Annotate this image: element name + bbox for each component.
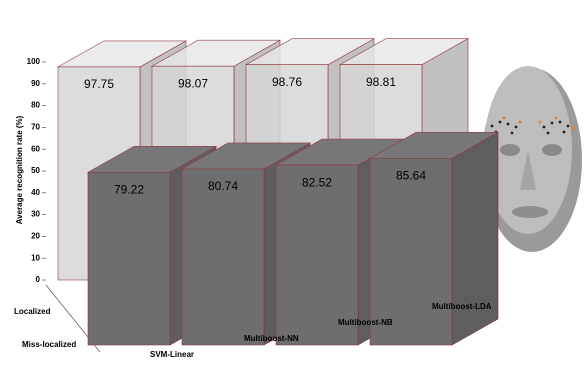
x-tick-label: SVM-Linear <box>150 350 194 359</box>
x-tick-label: Multiboost-NN <box>244 334 299 343</box>
y-tick-label: 100 <box>27 57 41 66</box>
value-label: 97.75 <box>84 77 114 91</box>
value-label: 98.76 <box>272 75 302 89</box>
x-tick-label: Multiboost-NB <box>338 318 393 327</box>
y-tick-label: 70 <box>31 123 40 132</box>
y-tick-label: 20 <box>31 232 40 241</box>
value-label: 79.22 <box>114 182 144 196</box>
y-tick-label: 10 <box>31 253 40 262</box>
bar <box>87 172 171 346</box>
bar-side <box>451 131 499 346</box>
bar <box>181 168 265 346</box>
bar <box>275 164 359 346</box>
y-tick-label: 90 <box>31 79 40 88</box>
y-tick-label: 80 <box>31 101 40 110</box>
y-tick-label: 0 <box>36 275 41 284</box>
y-tick-label: 40 <box>31 188 40 197</box>
value-label: 85.64 <box>396 168 426 182</box>
series-label: Miss-localized <box>22 340 76 349</box>
bar <box>369 158 453 346</box>
face <box>482 66 582 252</box>
series-label: Localized <box>14 307 51 316</box>
value-label: 82.52 <box>302 175 332 189</box>
y-axis-label: Average recognition rate (%) <box>15 115 24 224</box>
x-tick-label: Multiboost-LDA <box>432 302 492 311</box>
y-tick-label: 50 <box>31 166 40 175</box>
y-tick-label: 30 <box>31 210 40 219</box>
value-label: 98.07 <box>178 76 208 90</box>
value-label: 98.81 <box>366 75 396 89</box>
value-label: 80.74 <box>208 179 238 193</box>
y-tick-label: 60 <box>31 144 40 153</box>
